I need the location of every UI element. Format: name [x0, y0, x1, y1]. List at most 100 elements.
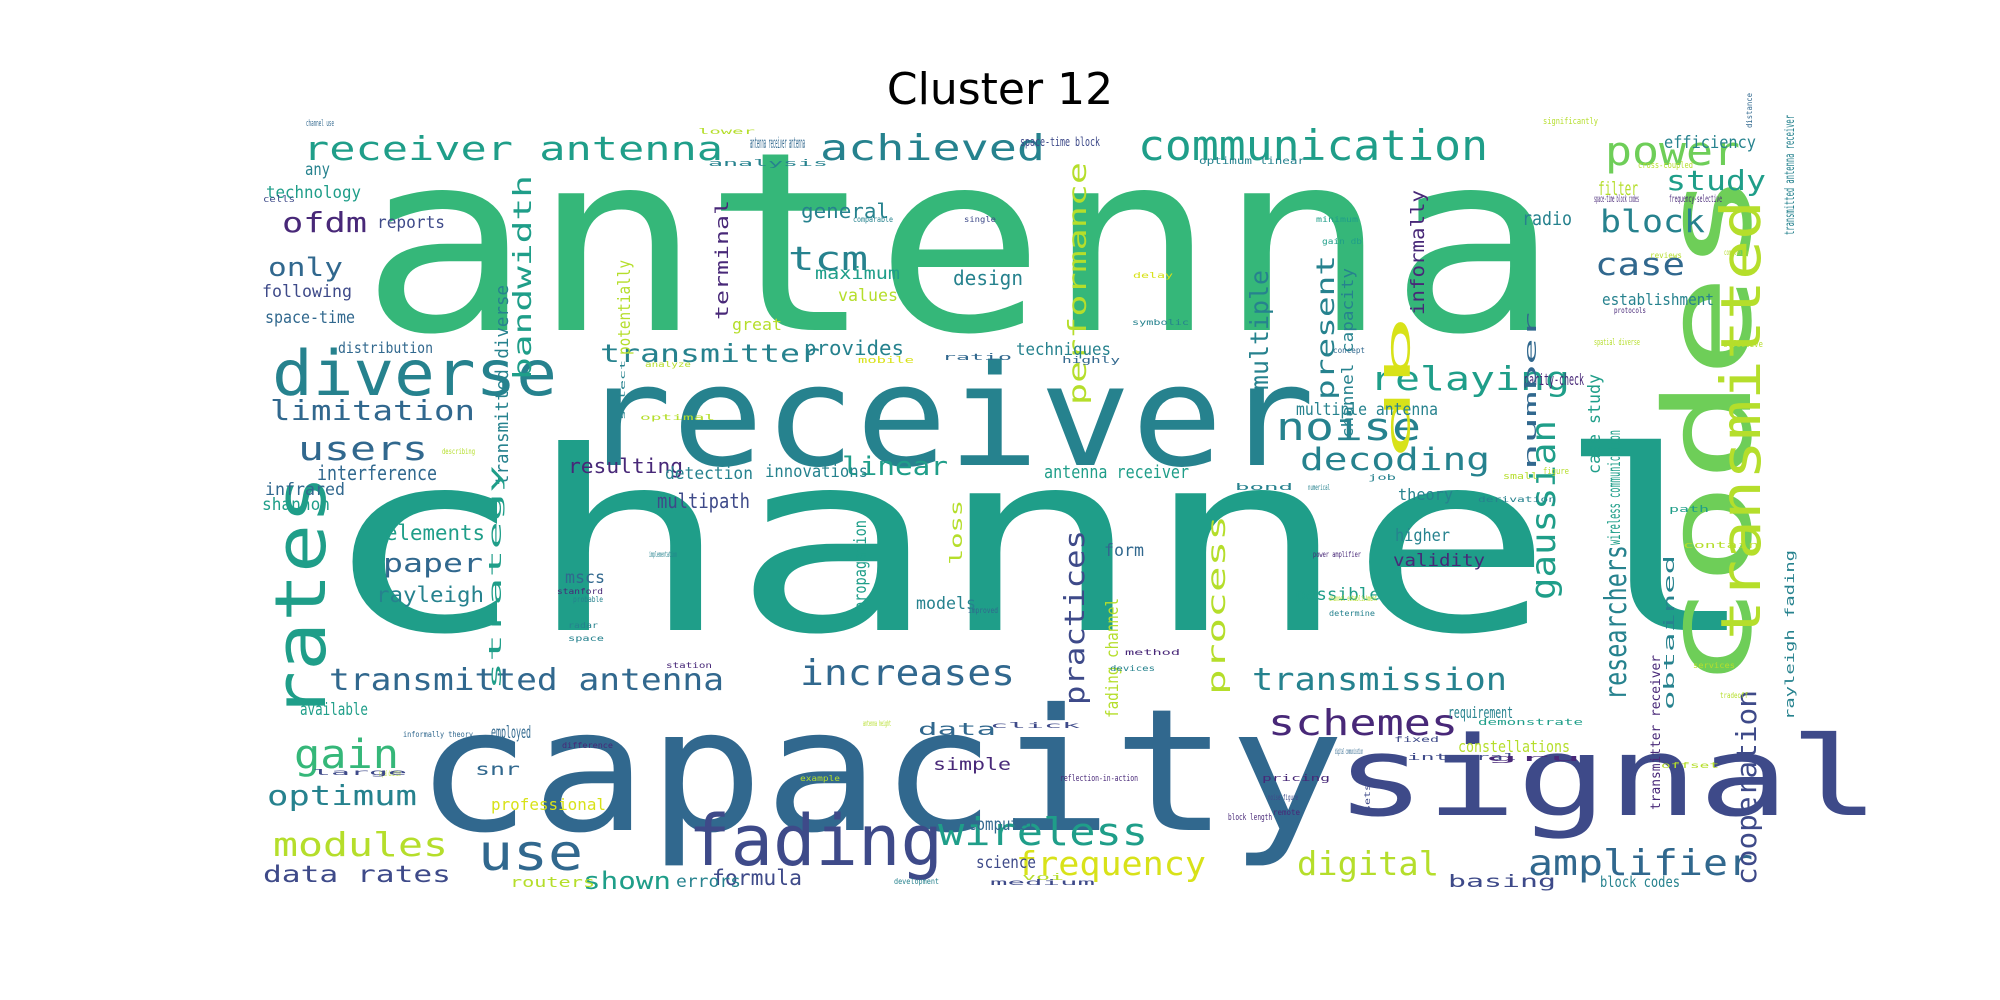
cloud-word: gru — [1486, 754, 1581, 764]
page-title: Cluster 12 — [886, 64, 1114, 115]
cloud-word: innovations — [765, 462, 868, 482]
cloud-word: fixed — [1394, 735, 1439, 744]
cloud-word: paper — [383, 549, 483, 579]
cloud-word: frequency-selective — [1669, 194, 1722, 205]
cloud-word: channel establishment — [1329, 594, 1377, 603]
cloud-word: present — [1311, 255, 1340, 400]
cloud-word: transmitter — [600, 339, 820, 368]
cloud-word: large — [312, 768, 408, 777]
cloud-word: limitation — [270, 394, 475, 427]
cloud-word: case — [1595, 247, 1685, 283]
cloud-word: rayleigh — [376, 583, 484, 607]
cloud-word: techniques — [1016, 340, 1111, 360]
cloud-word: services — [1693, 661, 1735, 670]
cloud-word: multiple — [1245, 270, 1274, 390]
cloud-word: noise figure — [1268, 793, 1298, 802]
cloud-word: digital communication — [1335, 747, 1363, 756]
cloud-word: models — [916, 594, 976, 614]
cloud-word: transmission — [1252, 662, 1507, 698]
cloud-word: case study — [1585, 374, 1605, 474]
cloud-word: transmitter receiver — [1649, 655, 1664, 810]
cloud-word: propagation — [851, 520, 871, 610]
cloud-word: fading — [688, 800, 943, 882]
cloud-word: resulting — [568, 454, 683, 478]
cloud-word: any — [305, 160, 330, 180]
cloud-word: achieved — [820, 128, 1045, 169]
cloud-word: distance — [1745, 93, 1754, 128]
cloud-word: performance — [1063, 162, 1092, 405]
cloud-word: great — [732, 315, 782, 334]
cloud-word: block length — [1228, 813, 1272, 823]
cloud-word: codes — [1640, 170, 1779, 690]
cloud-word: gain — [294, 732, 399, 778]
cloud-word: receiver antenna — [303, 129, 723, 168]
cloud-word: single — [964, 215, 996, 224]
cloud-word: informally — [1407, 190, 1429, 315]
cloud-word: probable — [573, 595, 603, 604]
cloud-word: higher — [1395, 526, 1450, 546]
cloud-word: theory — [1398, 485, 1453, 504]
cloud-word: wireless communication — [1605, 430, 1625, 545]
cloud-word: cells — [263, 195, 295, 205]
cloud-word: mobile — [858, 356, 914, 366]
cloud-word: figure — [1543, 467, 1569, 477]
cloud-word: increases — [800, 653, 1015, 694]
cloud-word: example — [800, 774, 840, 783]
cloud-word: concept — [1333, 346, 1365, 355]
cloud-word: lower — [698, 127, 755, 136]
cloud-word: offset — [1661, 761, 1719, 770]
cloud-word: relaying — [1370, 359, 1570, 398]
cloud-word: describing — [442, 447, 475, 456]
cloud-word: terminal — [712, 200, 733, 320]
cloud-word: transmitted diverse — [492, 285, 513, 485]
cloud-word: wireless — [938, 810, 1148, 854]
cloud-word: technology — [266, 183, 361, 203]
cloud-word: establishment — [1602, 290, 1714, 309]
cloud-word: form — [1104, 541, 1144, 561]
cloud-word: cross-coupled — [1638, 161, 1693, 171]
cloud-word: space — [568, 634, 604, 643]
cloud-word: path — [1669, 505, 1709, 515]
cloud-word: click — [990, 721, 1081, 730]
cloud-word: transmitted — [1709, 200, 1773, 640]
cloud-word: improved — [968, 606, 998, 615]
cloud-word: shown — [583, 867, 671, 895]
cloud-word: select — [619, 360, 627, 420]
cloud-word: simple — [933, 755, 1011, 775]
cloud-word: capacity — [415, 673, 1345, 871]
cloud-word: sets — [1363, 784, 1372, 812]
cloud-word: use — [478, 824, 583, 882]
cloud-word: receiver — [580, 336, 1315, 499]
cloud-word: general — [801, 199, 889, 223]
cloud-word: bandwidth — [508, 175, 537, 380]
cloud-word: validity — [1393, 551, 1485, 571]
cloud-word: radio — [1522, 208, 1572, 230]
cloud-word: cooperation — [1730, 690, 1763, 885]
cloud-word: process — [1202, 515, 1231, 695]
cloud-word: communication — [1138, 121, 1488, 170]
cloud-word: power — [1605, 129, 1740, 175]
cloud-word: infrared — [265, 480, 345, 500]
cloud-word: possible — [1295, 585, 1380, 605]
cloud-word: antenna — [360, 98, 1560, 389]
cloud-word: noise — [1276, 405, 1421, 449]
cloud-word: spatial diverse — [1594, 338, 1640, 348]
cloud-word: requirement — [1448, 703, 1513, 722]
cloud-word: highly — [1062, 356, 1121, 366]
cloud-word: medium — [990, 878, 1096, 887]
cloud-word: optimum — [267, 779, 417, 812]
cloud-word: tradeoff — [1720, 691, 1748, 700]
cloud-word: complexity — [1724, 248, 1749, 257]
cloud-word: station — [666, 661, 712, 670]
cloud-word: signal — [1335, 713, 1880, 841]
cloud-word: obtained — [1662, 555, 1678, 710]
cloud-word: devices — [1110, 664, 1155, 673]
cloud-word: block — [1600, 204, 1705, 240]
cloud-word: efficiency — [1664, 133, 1756, 153]
cloud-word: study — [1666, 164, 1766, 197]
cloud-word: snr — [475, 760, 520, 780]
cloud-word: multiple antenna — [1296, 400, 1438, 420]
cloud-word: channel capacity — [1338, 268, 1357, 438]
cloud-word: job — [1368, 473, 1396, 482]
cloud-word: interference — [317, 461, 437, 485]
